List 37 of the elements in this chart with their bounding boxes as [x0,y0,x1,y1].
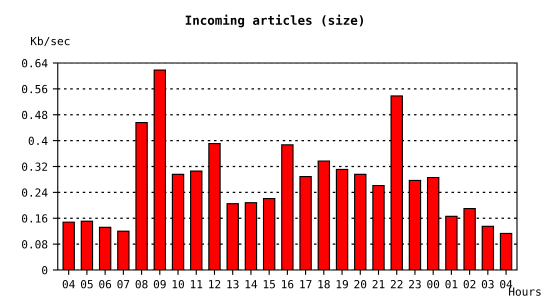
x-tick-label: 10 [172,280,184,288]
y-tick-label: 0.4 [28,136,48,146]
y-tick-label: 0.24 [22,188,48,197]
x-tick-label: 23 [409,280,421,288]
y-tick-label: 0.08 [22,240,48,249]
x-tick-label: 20 [354,280,366,288]
x-tick-label: 15 [264,280,275,288]
x-tick-label: 04 [62,280,75,288]
y-axis-title: Kb/sec [30,36,70,46]
x-tick-label: 16 [282,280,294,288]
x-tick-label: 11 [190,280,202,288]
y-tick-label: 0.48 [22,110,48,120]
x-tick-label: 07 [117,280,130,288]
x-tick-label: 01 [445,280,458,288]
x-tick-label: 09 [154,280,166,288]
x-tick-label: 06 [99,280,112,288]
chart-title: Incoming articles (size) [186,14,363,28]
x-tick-label: 03 [482,280,494,288]
y-tick-label: 0.32 [22,162,48,171]
x-tick-label: 13 [227,280,239,288]
x-tick-label: 22 [390,280,402,288]
x-tick-label: 14 [246,280,258,288]
y-tick-label: 0.56 [22,84,48,94]
x-tick-label: 12 [209,280,220,288]
x-tick-label: 05 [80,280,93,288]
x-tick-label: 08 [136,280,148,288]
y-tick-label: 0.64 [22,59,48,68]
x-tick-label: 21 [372,280,384,288]
x-tick-label: 17 [300,280,312,288]
x-axis-title: Hours [509,287,541,296]
y-tick-label: 0 [42,266,48,274]
x-tick-label: 19 [336,280,348,288]
x-tick-label: 00 [427,280,440,288]
y-tick-label: 0.16 [22,214,48,223]
x-tick-label: 02 [464,280,476,288]
x-tick-label: 04 [500,280,512,288]
x-tick-label: 18 [318,280,330,288]
